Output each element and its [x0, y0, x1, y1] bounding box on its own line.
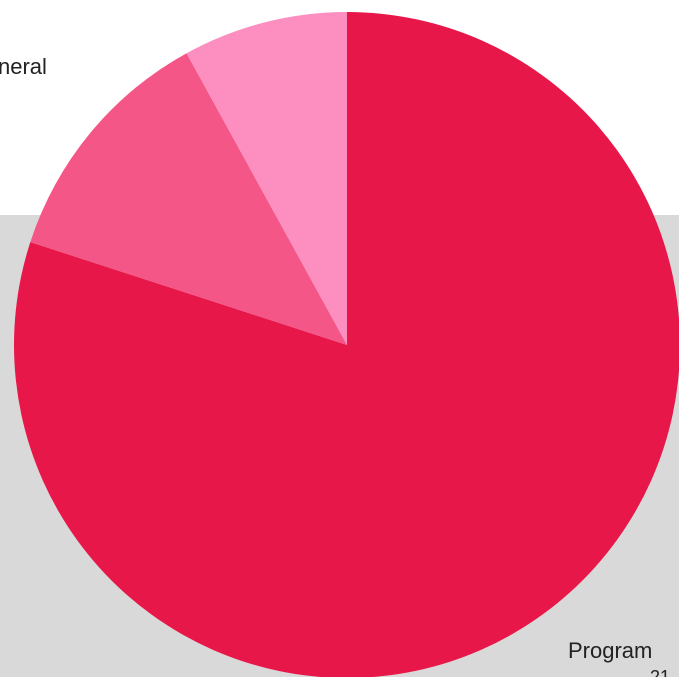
pie-slice-3 — [186, 11, 347, 345]
pie-slice-1 — [14, 12, 679, 677]
slice-label-program-value: 21 — [650, 667, 671, 677]
slice-label-general: neral — [0, 54, 47, 79]
pie-slice-2 — [30, 53, 347, 345]
slice-label-program: Program — [568, 638, 653, 663]
